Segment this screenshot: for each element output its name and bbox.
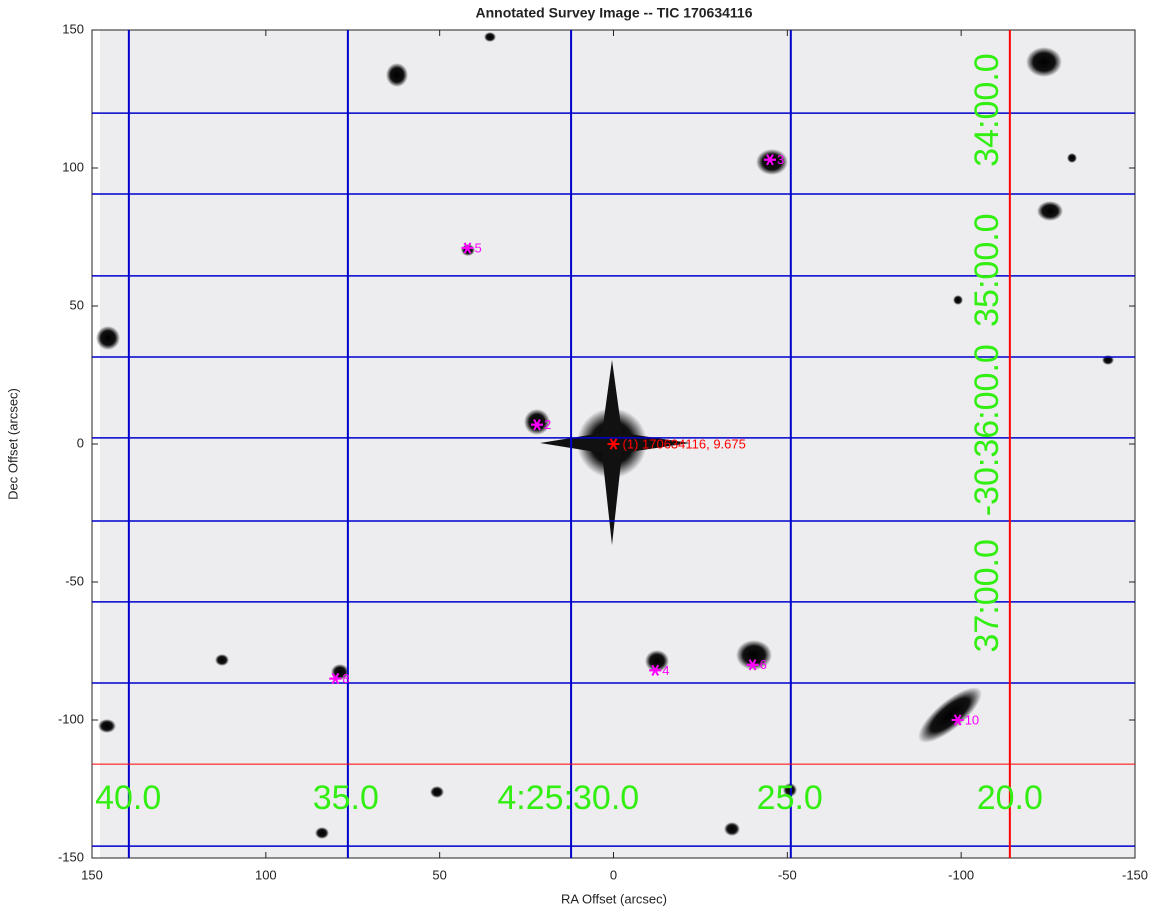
- ra-grid-label: 25.0: [757, 779, 823, 817]
- source: [524, 409, 550, 435]
- y-tick-label: -150: [58, 849, 84, 864]
- star-marker: [461, 242, 474, 254]
- ra-grid-label: 20.0: [977, 779, 1043, 817]
- source: [953, 295, 963, 305]
- source: [315, 827, 329, 839]
- source: [484, 32, 496, 42]
- x-tick-label: -100: [948, 867, 974, 882]
- x-tick-label: 0: [610, 867, 617, 882]
- source: [1037, 201, 1063, 221]
- star-marker: [951, 714, 964, 726]
- star-label: 2: [544, 417, 551, 432]
- x-tick-label: 150: [81, 867, 103, 882]
- source: [98, 719, 116, 733]
- ra-grid-label: 4:25:30.0: [497, 779, 639, 817]
- source: [96, 326, 120, 350]
- target-label: (1) 170634116, 9.675: [623, 436, 746, 451]
- ra-grid-label: 40.0: [95, 779, 161, 817]
- star-marker: [746, 659, 759, 671]
- y-tick-label: 50: [70, 297, 84, 312]
- x-tick-label: 50: [432, 867, 446, 882]
- chart-title: Annotated Survey Image -- TIC 170634116: [476, 5, 753, 21]
- y-axis-label: Dec Offset (arcsec): [5, 388, 20, 500]
- dec-grid-label: 34:00.0: [968, 53, 1006, 166]
- star-label: 5: [474, 240, 481, 255]
- star-marker: [531, 418, 544, 431]
- source: [430, 786, 444, 798]
- x-axis-label: RA Offset (arcsec): [561, 891, 667, 906]
- y-tick-label: 0: [77, 435, 84, 450]
- x-tick-label: -150: [1122, 867, 1148, 882]
- source: [1026, 47, 1062, 77]
- star-label: 6: [760, 657, 767, 672]
- source: [1067, 153, 1077, 163]
- star-label: 3: [777, 152, 784, 167]
- galaxy: [918, 687, 982, 743]
- star-marker: [763, 154, 776, 166]
- dec-grid-label: 37:00.0: [968, 539, 1006, 652]
- y-tick-label: 100: [62, 159, 84, 174]
- star-marker: [649, 664, 662, 677]
- source: [215, 654, 229, 666]
- star-label: 8: [342, 671, 349, 686]
- dec-grid-label: -30:36:00.0: [968, 344, 1006, 516]
- star-label: 10: [965, 712, 979, 727]
- star-label: 4: [662, 663, 669, 678]
- sources: [96, 32, 1114, 839]
- target-marker: [607, 438, 620, 450]
- dec-grid-label: 35:00.0: [968, 213, 1006, 326]
- y-tick-label: 150: [62, 21, 84, 36]
- y-tick-label: -50: [65, 573, 84, 588]
- y-tick-label: -100: [58, 711, 84, 726]
- source: [736, 640, 772, 670]
- overlay: 40.0 35.0 4:25:30.0 25.0 20.0 34:00.0 35:00.0 -…: [92, 30, 1135, 858]
- x-tick-label: 100: [255, 867, 277, 882]
- x-tick-label: -50: [778, 867, 797, 882]
- source: [724, 822, 740, 836]
- diffraction-spikes: [540, 360, 690, 545]
- source: [331, 664, 349, 680]
- star-marker: [329, 672, 342, 685]
- ra-grid-label: 35.0: [313, 779, 379, 817]
- source: [386, 63, 408, 87]
- source: [645, 650, 669, 672]
